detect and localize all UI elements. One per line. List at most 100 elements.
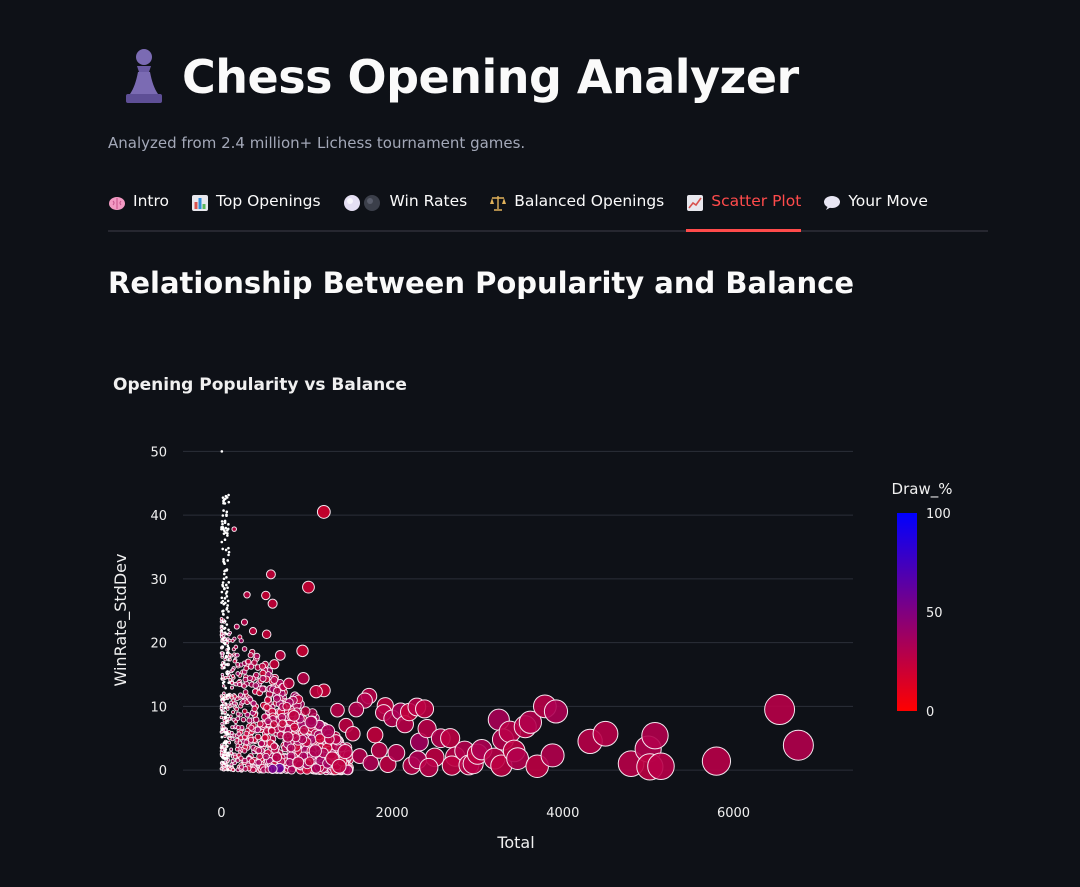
balance-scale-icon bbox=[490, 196, 507, 211]
data-point bbox=[286, 743, 296, 753]
data-point bbox=[222, 741, 226, 745]
data-point bbox=[269, 720, 278, 729]
data-point bbox=[308, 744, 322, 758]
data-point bbox=[223, 751, 227, 754]
tab-win-rates[interactable]: Win Rates bbox=[343, 188, 468, 230]
tab-scatter-plot[interactable]: Scatter Plot bbox=[686, 188, 802, 232]
data-point bbox=[254, 733, 262, 741]
data-point bbox=[302, 580, 315, 594]
tab-win-rates-label: Win Rates bbox=[389, 192, 468, 210]
data-point bbox=[259, 685, 267, 693]
y-tick-label: 30 bbox=[150, 573, 167, 588]
data-point bbox=[230, 767, 235, 772]
data-point bbox=[287, 765, 297, 775]
data-point bbox=[235, 671, 241, 676]
data-point bbox=[225, 632, 229, 636]
pawn-icon bbox=[126, 49, 162, 103]
data-point bbox=[223, 597, 227, 600]
data-point bbox=[592, 720, 619, 747]
data-point bbox=[226, 713, 230, 717]
data-point bbox=[230, 680, 235, 685]
tab-intro[interactable]: Intro bbox=[108, 188, 169, 230]
data-point bbox=[258, 739, 266, 747]
x-tick-label: 2000 bbox=[376, 806, 409, 821]
data-point bbox=[227, 736, 232, 741]
data-point bbox=[220, 697, 224, 701]
white-black-circles-icon bbox=[343, 195, 380, 211]
data-point bbox=[223, 631, 227, 634]
data-point bbox=[256, 720, 264, 728]
data-point bbox=[223, 730, 226, 734]
data-point bbox=[234, 746, 240, 752]
data-point bbox=[226, 693, 230, 697]
data-point bbox=[224, 686, 227, 690]
data-point bbox=[300, 706, 311, 716]
data-point bbox=[223, 626, 227, 630]
data-point bbox=[224, 601, 227, 605]
data-point bbox=[232, 694, 238, 699]
data-point bbox=[223, 734, 227, 739]
data-point bbox=[226, 707, 230, 711]
data-point bbox=[227, 681, 231, 685]
data-point bbox=[223, 519, 227, 523]
data-point bbox=[348, 701, 365, 718]
data-point bbox=[245, 658, 252, 665]
data-point bbox=[221, 522, 224, 526]
data-point bbox=[223, 698, 226, 701]
data-point bbox=[224, 702, 228, 705]
data-point bbox=[248, 724, 255, 731]
tab-your-move[interactable]: Your Move bbox=[823, 188, 928, 230]
y-axis-label: WinRate_StdDev bbox=[111, 554, 131, 687]
data-point bbox=[232, 754, 238, 760]
data-point bbox=[241, 646, 248, 652]
data-point bbox=[223, 706, 227, 710]
data-point bbox=[296, 644, 309, 658]
data-point bbox=[242, 757, 248, 764]
data-point bbox=[220, 709, 223, 712]
data-point bbox=[225, 606, 229, 610]
data-point bbox=[288, 709, 300, 722]
data-point bbox=[237, 682, 243, 688]
data-point bbox=[264, 717, 272, 725]
data-point bbox=[236, 731, 242, 737]
data-point bbox=[234, 706, 239, 712]
data-point bbox=[223, 569, 226, 573]
data-point bbox=[238, 755, 244, 761]
data-point bbox=[226, 744, 229, 748]
data-point bbox=[222, 532, 226, 535]
data-point bbox=[230, 673, 235, 679]
data-point bbox=[222, 609, 225, 613]
data-point bbox=[225, 575, 228, 579]
data-point bbox=[223, 538, 227, 542]
data-point bbox=[220, 540, 224, 544]
data-point bbox=[247, 696, 254, 703]
tab-top-openings[interactable]: Top Openings bbox=[191, 188, 321, 230]
data-point bbox=[226, 751, 230, 755]
data-point bbox=[345, 725, 361, 742]
y-axis-ticks: 0 10 20 30 40 50 bbox=[150, 445, 167, 779]
data-point bbox=[237, 692, 244, 698]
data-point bbox=[226, 586, 229, 590]
data-point bbox=[283, 677, 295, 690]
tab-balanced-openings[interactable]: Balanced Openings bbox=[489, 188, 664, 230]
data-point bbox=[227, 651, 230, 654]
data-point bbox=[223, 675, 228, 680]
data-point bbox=[321, 724, 336, 739]
data-point bbox=[231, 526, 237, 532]
data-point bbox=[222, 727, 225, 731]
data-point bbox=[701, 746, 732, 776]
tab-top-openings-label: Top Openings bbox=[216, 192, 321, 210]
data-point bbox=[222, 577, 226, 581]
data-point bbox=[221, 496, 225, 499]
data-point bbox=[226, 559, 230, 562]
data-point bbox=[223, 657, 227, 662]
data-point bbox=[282, 731, 294, 743]
page-title: Chess Opening Analyzer bbox=[182, 50, 799, 104]
data-point bbox=[224, 721, 228, 725]
x-tick-label: 4000 bbox=[546, 806, 579, 821]
data-point bbox=[240, 716, 247, 723]
chart-increasing-icon bbox=[687, 195, 704, 211]
data-point bbox=[297, 672, 310, 685]
data-point bbox=[226, 670, 229, 673]
data-point bbox=[242, 689, 249, 695]
